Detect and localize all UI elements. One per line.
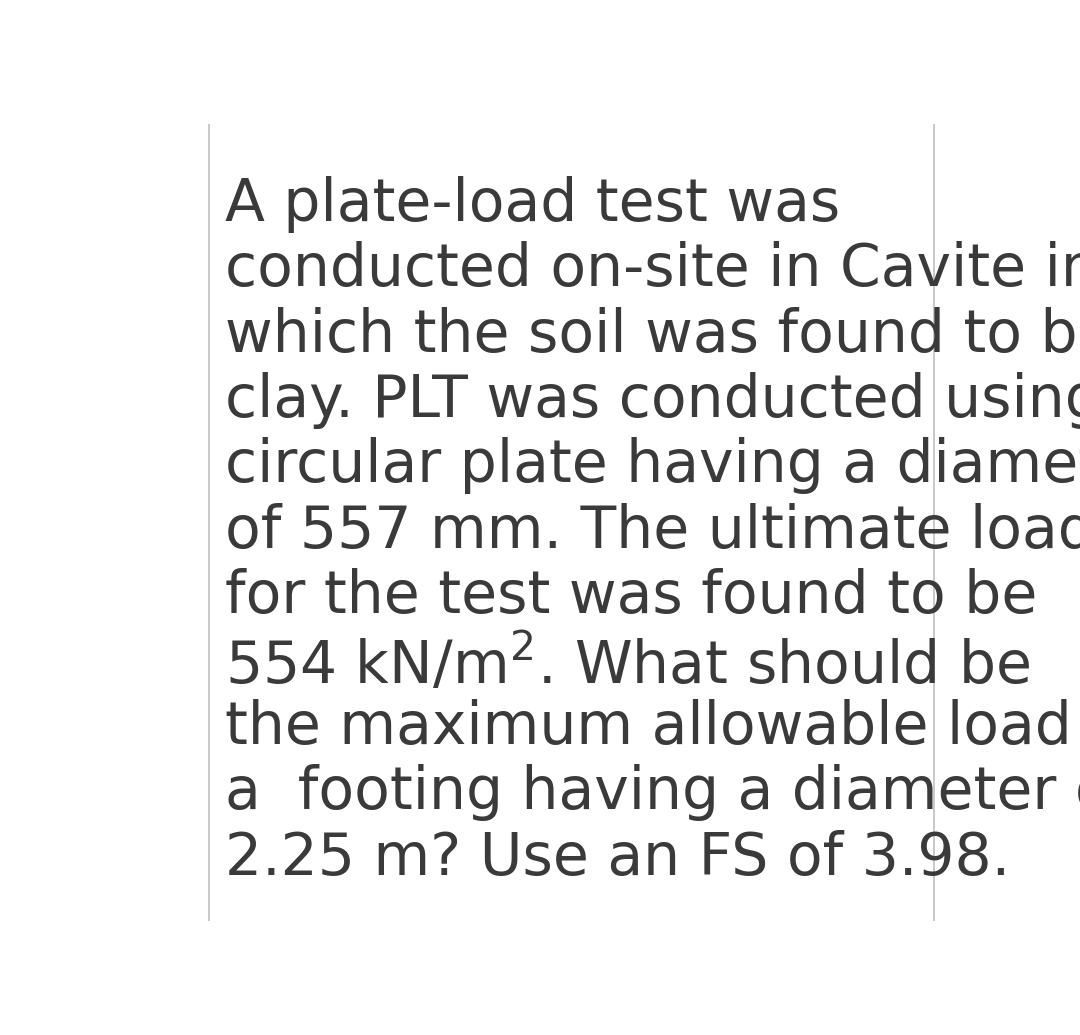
Text: 554 kN/m$^{\mathregular{2}}$. What should be: 554 kN/m$^{\mathregular{2}}$. What shoul… <box>226 633 1030 696</box>
Text: A plate-load test was: A plate-load test was <box>226 176 840 233</box>
Text: of 557 mm. The ultimate load: of 557 mm. The ultimate load <box>226 503 1080 560</box>
Text: which the soil was found to be: which the soil was found to be <box>226 306 1080 363</box>
Text: clay. PLT was conducted using a: clay. PLT was conducted using a <box>226 372 1080 430</box>
Text: the maximum allowable load of: the maximum allowable load of <box>226 699 1080 756</box>
Text: conducted on-site in Cavite in: conducted on-site in Cavite in <box>226 241 1080 298</box>
Text: 2.25 m? Use an FS of 3.98.: 2.25 m? Use an FS of 3.98. <box>226 829 1011 887</box>
Text: for the test was found to be: for the test was found to be <box>226 568 1038 625</box>
Text: circular plate having a diameter: circular plate having a diameter <box>226 438 1080 495</box>
Text: a  footing having a diameter of: a footing having a diameter of <box>226 764 1080 821</box>
